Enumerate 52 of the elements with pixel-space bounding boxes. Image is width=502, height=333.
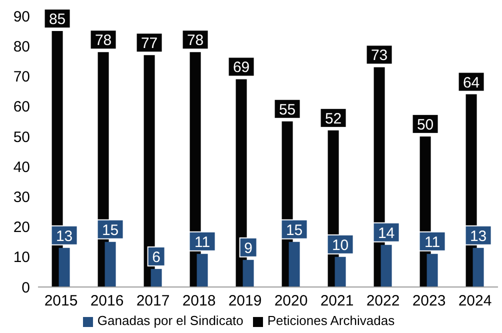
bar — [104, 242, 116, 287]
x-tick-label: 2016 — [90, 292, 124, 310]
data-label: 15 — [286, 222, 303, 239]
x-tick-label: 2023 — [412, 292, 446, 310]
x-tick-label: 2020 — [274, 292, 308, 310]
data-label: 50 — [416, 116, 434, 134]
data-label: 69 — [232, 59, 250, 76]
bar — [242, 260, 254, 287]
y-tick-label: 70 — [13, 68, 30, 86]
y-tick-label: 20 — [13, 219, 30, 236]
data-label: 78 — [94, 32, 112, 50]
data-label: 14 — [378, 224, 395, 242]
data-label: 78 — [186, 32, 204, 50]
bar — [472, 248, 484, 287]
data-label: 15 — [102, 222, 119, 239]
x-tick-label: 2019 — [228, 292, 262, 310]
y-tick-label: 10 — [13, 249, 30, 266]
x-tick-label: 2022 — [366, 292, 400, 310]
data-label: 13 — [56, 228, 73, 245]
x-tick-label: 2024 — [458, 292, 492, 310]
y-tick-label: 80 — [13, 38, 30, 56]
y-tick-label: 50 — [13, 128, 30, 146]
x-tick-label: 2015 — [44, 292, 78, 310]
data-label: 52 — [324, 110, 342, 128]
x-tick-label: 2018 — [182, 292, 216, 310]
data-label: 11 — [194, 234, 210, 251]
data-label: 77 — [140, 35, 158, 52]
bar — [150, 268, 162, 287]
bar — [288, 242, 300, 287]
y-tick-label: 30 — [13, 188, 30, 206]
data-label: 64 — [462, 74, 480, 92]
bar — [380, 244, 392, 287]
data-label: 9 — [244, 240, 252, 257]
y-tick-label: 60 — [13, 98, 30, 116]
data-label: 55 — [278, 101, 296, 118]
x-tick-label: 2021 — [320, 292, 354, 310]
data-label: 11 — [424, 234, 440, 251]
data-label: 85 — [48, 11, 66, 28]
data-label: 10 — [332, 236, 349, 254]
bar — [334, 256, 346, 287]
y-tick-label: 40 — [13, 158, 30, 176]
data-label: 6 — [152, 248, 160, 266]
x-tick-label: 2017 — [136, 292, 170, 310]
bar — [58, 248, 70, 287]
legend-label: Peticiones Archivadas — [267, 313, 395, 328]
bar — [426, 254, 438, 287]
y-tick-label: 90 — [13, 8, 30, 26]
data-label: 13 — [470, 228, 487, 245]
y-tick-label: 0 — [22, 279, 30, 296]
legend-label: Ganadas por el Sindicato — [97, 313, 244, 328]
data-label: 73 — [370, 47, 388, 64]
bar — [196, 254, 208, 287]
